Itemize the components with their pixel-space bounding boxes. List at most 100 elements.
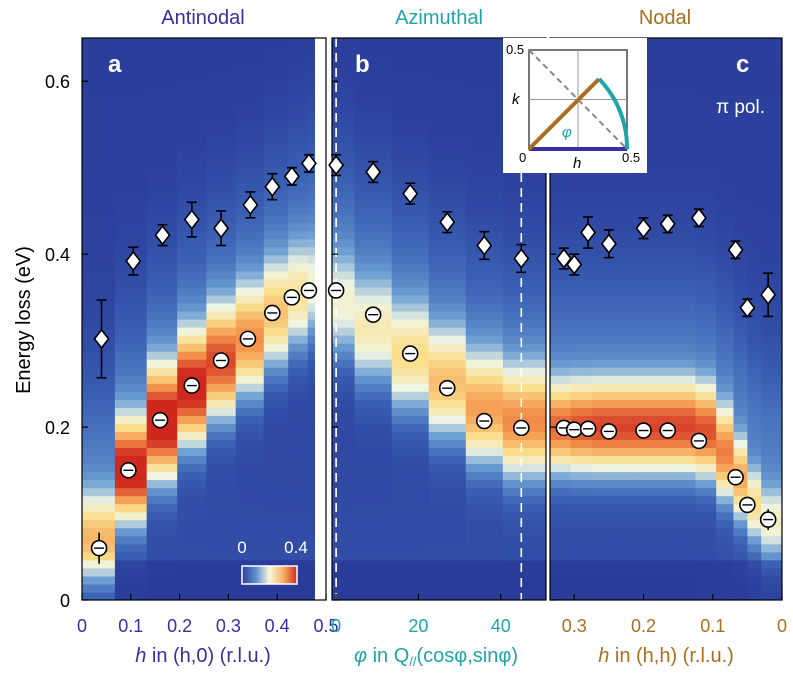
heatmap-cell [733, 86, 748, 95]
heatmap-cell [146, 294, 178, 304]
heatmap-cell [733, 110, 748, 119]
heatmap-cell [354, 471, 393, 481]
heatmap-cell [177, 335, 208, 344]
panel-b-x-axis: 0 20 40 [331, 594, 511, 636]
heatmap-cell [332, 487, 356, 497]
heatmap-cell [674, 455, 697, 465]
panel-a-frame [81, 37, 327, 601]
heatmap-cell [633, 302, 655, 312]
heatmap-cell [674, 254, 697, 264]
heatmap-cell [695, 399, 717, 408]
heatmap-cell [332, 319, 356, 328]
heatmap-cell [82, 62, 116, 71]
heatmap-cell [146, 46, 178, 55]
heatmap-cell [733, 190, 748, 200]
heatmap-cell [716, 503, 735, 513]
heatmap-cell [674, 238, 697, 248]
heatmap-cell [332, 78, 356, 87]
heatmap-cell [716, 142, 735, 151]
heatmap-cell [747, 367, 762, 376]
heatmap-cell [465, 118, 504, 127]
heatmap-cell [612, 319, 634, 328]
heatmap-cell [570, 359, 593, 368]
y-tick-label: 0 [60, 591, 70, 611]
heatmap-cell [177, 471, 208, 481]
heatmap-cell [235, 375, 265, 384]
heatmap-cell [612, 431, 634, 440]
heatmap-cell [633, 190, 655, 200]
heatmap-cell [612, 407, 634, 416]
heatmap-cell [550, 383, 572, 392]
heatmap-cell [653, 230, 676, 240]
heatmap-cell [177, 319, 208, 328]
heatmap-cell [177, 54, 208, 63]
heatmap-cell [733, 126, 748, 135]
heatmap-cell [502, 294, 546, 304]
heatmap-cell [502, 206, 546, 216]
heatmap-cell [747, 174, 762, 184]
heatmap-cell [612, 567, 634, 577]
heatmap-cell [146, 535, 178, 545]
heatmap-cell [391, 86, 430, 95]
colorbar-max-label: 0.4 [284, 538, 308, 557]
heatmap-cell [550, 230, 572, 240]
heatmap-cell [235, 527, 265, 537]
heatmap-cell [391, 463, 430, 473]
heatmap-cell [177, 351, 208, 360]
heatmap-cell [235, 471, 265, 481]
heatmap-cell [114, 479, 148, 489]
heatmap-cell [633, 415, 655, 424]
heatmap-cell [612, 254, 634, 264]
heatmap-cell [465, 126, 504, 135]
heatmap-cell [653, 583, 676, 593]
heatmap-cell [502, 359, 546, 368]
heatmap-cell [391, 455, 430, 465]
heatmap-cell [263, 102, 289, 111]
heatmap-cell [653, 134, 676, 143]
heatmap-cell [114, 246, 148, 256]
heatmap-cell [465, 198, 504, 208]
heatmap-cell [716, 206, 735, 216]
heatmap-cell [761, 431, 782, 440]
heatmap-cell [82, 158, 116, 167]
heatmap-cell [633, 567, 655, 577]
heatmap-cell [354, 335, 393, 344]
heatmap-cell [354, 294, 393, 304]
heatmap-cell [428, 86, 467, 95]
y-tick-label: 0.4 [45, 245, 70, 265]
heatmap-cell [206, 415, 237, 424]
heatmap-cell [235, 38, 265, 47]
heatmap-cell [391, 294, 430, 304]
heatmap-cell [177, 575, 208, 585]
heatmap-cell [428, 238, 467, 248]
heatmap-cell [206, 327, 237, 336]
heatmap-cell [695, 367, 717, 376]
heatmap-cell [653, 383, 676, 392]
heatmap-cell [263, 319, 289, 328]
heatmap-cell [288, 126, 309, 135]
heatmap-cell [465, 447, 504, 457]
heatmap-cell [114, 54, 148, 63]
heatmap-cell [550, 246, 572, 256]
heatmap-cell [146, 158, 178, 167]
heatmap-cell [570, 262, 593, 272]
heatmap-cell [235, 270, 265, 280]
heatmap-cell [354, 278, 393, 288]
heatmap-cell [733, 431, 748, 440]
heatmap-cell [428, 246, 467, 256]
heatmap-cell [146, 254, 178, 264]
heatmap-cell [653, 495, 676, 505]
heatmap-cell [653, 455, 676, 465]
heatmap-cell [428, 311, 467, 320]
heatmap-cell [695, 559, 717, 569]
panel-a-x-label-rest: in (h,0) (r.l.u.) [146, 645, 270, 667]
heatmap-cell [653, 359, 676, 368]
diamond-marker [600, 233, 617, 255]
heatmap-cell [391, 214, 430, 224]
heatmap-cell [428, 94, 467, 103]
heatmap-cell [612, 359, 634, 368]
heatmap-cell [695, 254, 717, 264]
heatmap-cell [391, 46, 430, 55]
heatmap-cell [747, 495, 762, 505]
heatmap-cell [761, 182, 782, 192]
